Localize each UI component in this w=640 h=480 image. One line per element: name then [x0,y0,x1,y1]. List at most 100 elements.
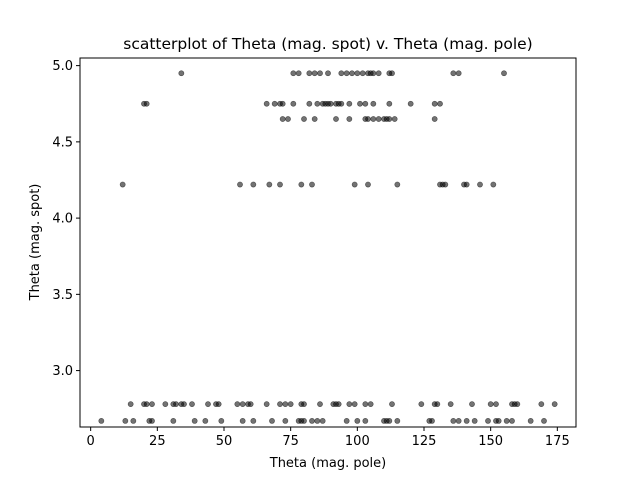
data-point [311,70,318,77]
data-point [394,417,401,424]
data-point [162,401,169,408]
data-point [173,401,179,408]
data-point [130,417,137,424]
data-point [295,70,302,77]
data-point [143,100,150,107]
data-point [431,116,438,122]
data-point [354,70,361,77]
data-point [490,181,497,188]
data-point [306,100,313,107]
data-point [354,417,361,424]
data-point [309,417,315,424]
y-tick-label: 4.0 [52,212,73,227]
data-point [447,401,454,408]
data-point [434,401,441,408]
data-point [301,417,307,424]
x-tick-label: 0 [87,434,95,449]
data-point [250,181,257,188]
data-point [487,401,494,408]
data-point [527,417,534,424]
data-point [375,116,382,122]
data-point [551,401,558,408]
data-point [335,401,342,408]
data-point [407,100,414,107]
data-point [362,417,369,424]
data-point [538,401,545,408]
x-tick-label: 75 [282,434,299,449]
data-point [191,417,198,424]
data-point [314,417,321,424]
data-point [143,401,150,408]
data-point [277,401,283,408]
data-point [237,181,243,188]
data-point [346,401,353,408]
data-point [375,70,382,77]
data-point [391,116,398,122]
data-point [298,181,305,188]
data-point [202,417,209,424]
data-point [279,116,286,122]
data-point [239,417,246,424]
data-point [349,70,355,77]
data-point [205,401,211,408]
data-point [442,181,449,188]
data-point [266,181,273,188]
data-point [269,417,275,424]
data-point [357,100,363,107]
data-point [119,181,126,188]
data-point [170,417,177,424]
data-point [477,181,483,188]
data-point [351,181,358,188]
data-point [178,70,185,77]
data-point [314,100,321,107]
data-point [290,100,297,107]
data-point [431,100,438,107]
data-point [365,116,371,122]
data-point [301,401,307,408]
data-point [370,116,377,122]
data-point [485,417,491,424]
data-points-layer [98,70,558,424]
y-tick-label: 3.5 [52,288,73,303]
data-point [359,70,366,77]
data-point [450,417,457,424]
data-point [127,401,134,408]
y-axis-ticks: 3.0 3.5 4.0 4.5 5.0 [52,59,80,379]
data-point [437,100,443,107]
x-tick-label: 100 [345,434,370,449]
data-point [271,100,278,107]
data-point [247,401,254,408]
data-point [367,401,374,408]
data-point [463,181,470,188]
x-tick-label: 175 [545,434,570,449]
data-point [463,417,470,424]
data-point [282,417,289,424]
data-point [386,100,393,107]
data-point [509,417,515,424]
data-point [370,70,377,77]
data-point [514,401,521,408]
data-point [306,70,313,77]
data-point [389,70,395,77]
data-point [285,116,291,122]
data-point [365,181,371,188]
data-point [250,417,257,424]
data-point [263,100,270,107]
data-point [333,116,339,122]
data-point [263,401,270,408]
y-tick-label: 5.0 [52,59,73,74]
data-point [234,401,241,408]
data-point [343,70,350,77]
data-point [290,70,297,77]
data-point [189,401,195,408]
data-point [98,417,105,424]
data-point [343,417,350,424]
data-point [317,70,323,77]
data-point [455,417,462,424]
data-point [370,100,377,107]
data-point [325,70,331,77]
data-point [338,100,345,107]
data-point [215,401,222,408]
